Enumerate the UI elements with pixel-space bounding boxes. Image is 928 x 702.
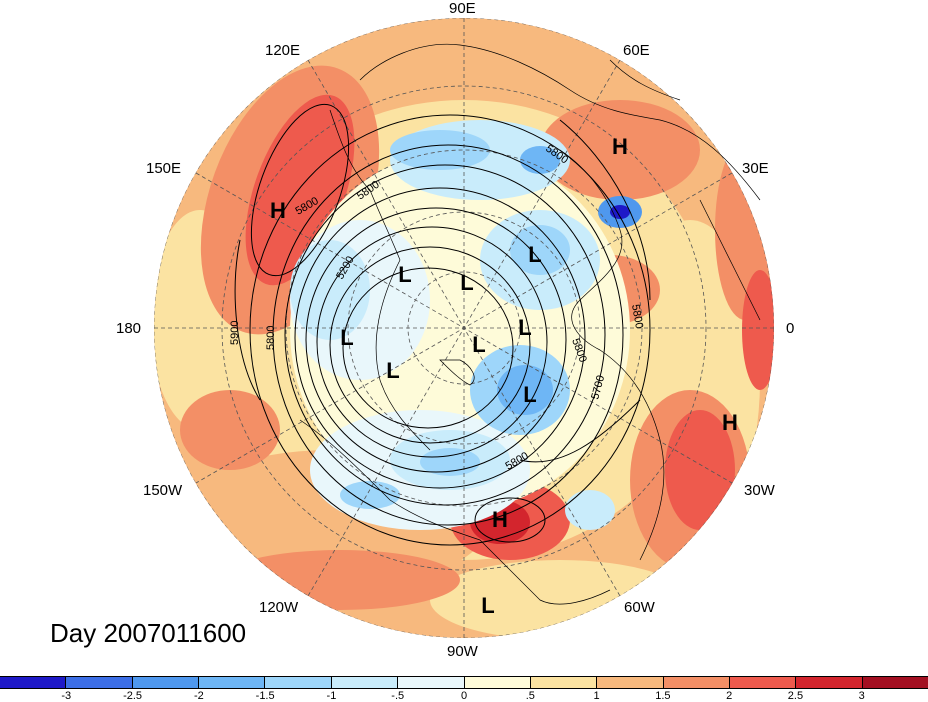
low-center-marker: L [386,358,399,383]
colorbar-tick-label: -2 [193,690,204,702]
colorbar-tick-label: 2.5 [787,690,804,702]
high-center-marker: H [492,507,508,532]
colorbar-swatch [597,677,664,688]
low-center-marker: L [481,593,494,618]
longitude-label-150w: 150W [143,482,183,499]
colorbar-tick-label: -2.5 [123,690,143,702]
longitude-label-30e: 30E [742,160,769,177]
anomaly-field [154,18,774,638]
colorbar-tick-label: 1 [593,690,600,702]
longitude-label-0: 0 [786,320,795,337]
longitude-label-60e: 60E [623,42,650,59]
colorbar-swatch [796,677,863,688]
longitude-label-90w: 90W [447,643,478,660]
longitude-label-120w: 120W [259,599,299,616]
colorbar-swatch [265,677,332,688]
low-center-marker: L [472,332,485,357]
colorbar-tick-label: -.5 [391,690,405,702]
colorbar-tick-label: .5 [525,690,535,702]
longitude-label-150e: 150E [146,160,182,177]
low-center-marker: L [523,382,536,407]
height-contours [234,103,651,546]
low-center-marker: L [460,270,473,295]
colorbar-swatch [729,677,797,688]
high-center-marker: H [270,198,286,223]
low-center-marker: L [398,262,411,287]
longitude-label-60w: 60W [624,599,655,616]
contour-label: 5800 [265,326,277,350]
colorbar-swatch [464,677,531,688]
low-center-marker: L [528,242,541,267]
colorbar-swatch [398,677,465,688]
colorbar-swatch [862,677,928,688]
colorbar-swatch [199,677,266,688]
high-center-marker: H [612,134,628,159]
high-center-marker: H [722,410,738,435]
colorbar-swatch [530,677,598,688]
colorbar-tick-label: -3 [61,690,72,702]
colorbar-swatch [0,677,67,688]
colorbar-ticks: -3 -2.5 -2 -1.5 -1 -.5 0 .5 1 1.5 2 2.5 3 [0,690,928,702]
colorbar-tick-label: 1.5 [655,690,671,702]
contour-label: 5900 [229,321,241,345]
longitude-label-90e: 90E [449,0,476,17]
longitude-label-30w: 30W [744,482,775,499]
colorbar-tick-label: -1 [326,690,337,702]
colorbar-swatch [663,677,730,688]
colorbar-tick-label: -1.5 [255,690,275,702]
colorbar-tick-label: 0 [460,690,468,702]
contour-label: 5800 [629,303,645,329]
low-center-marker: L [340,325,353,350]
map-title: Day 2007011600 [50,618,247,648]
colorbar-tick-label: 3 [858,690,865,702]
colorbar-swatch [331,677,399,688]
longitude-label-120e: 120E [265,42,301,59]
coastlines [299,43,761,605]
longitude-label-180: 180 [116,320,142,337]
colorbar-swatch [132,677,200,688]
colorbar-swatch [66,677,133,688]
colorbar-tick-label: 2 [726,690,733,702]
colorbar [0,676,928,689]
graticule [154,18,774,638]
low-center-marker: L [518,315,531,340]
pressure-centers: H H H H L L L L L L L L L [270,134,738,618]
